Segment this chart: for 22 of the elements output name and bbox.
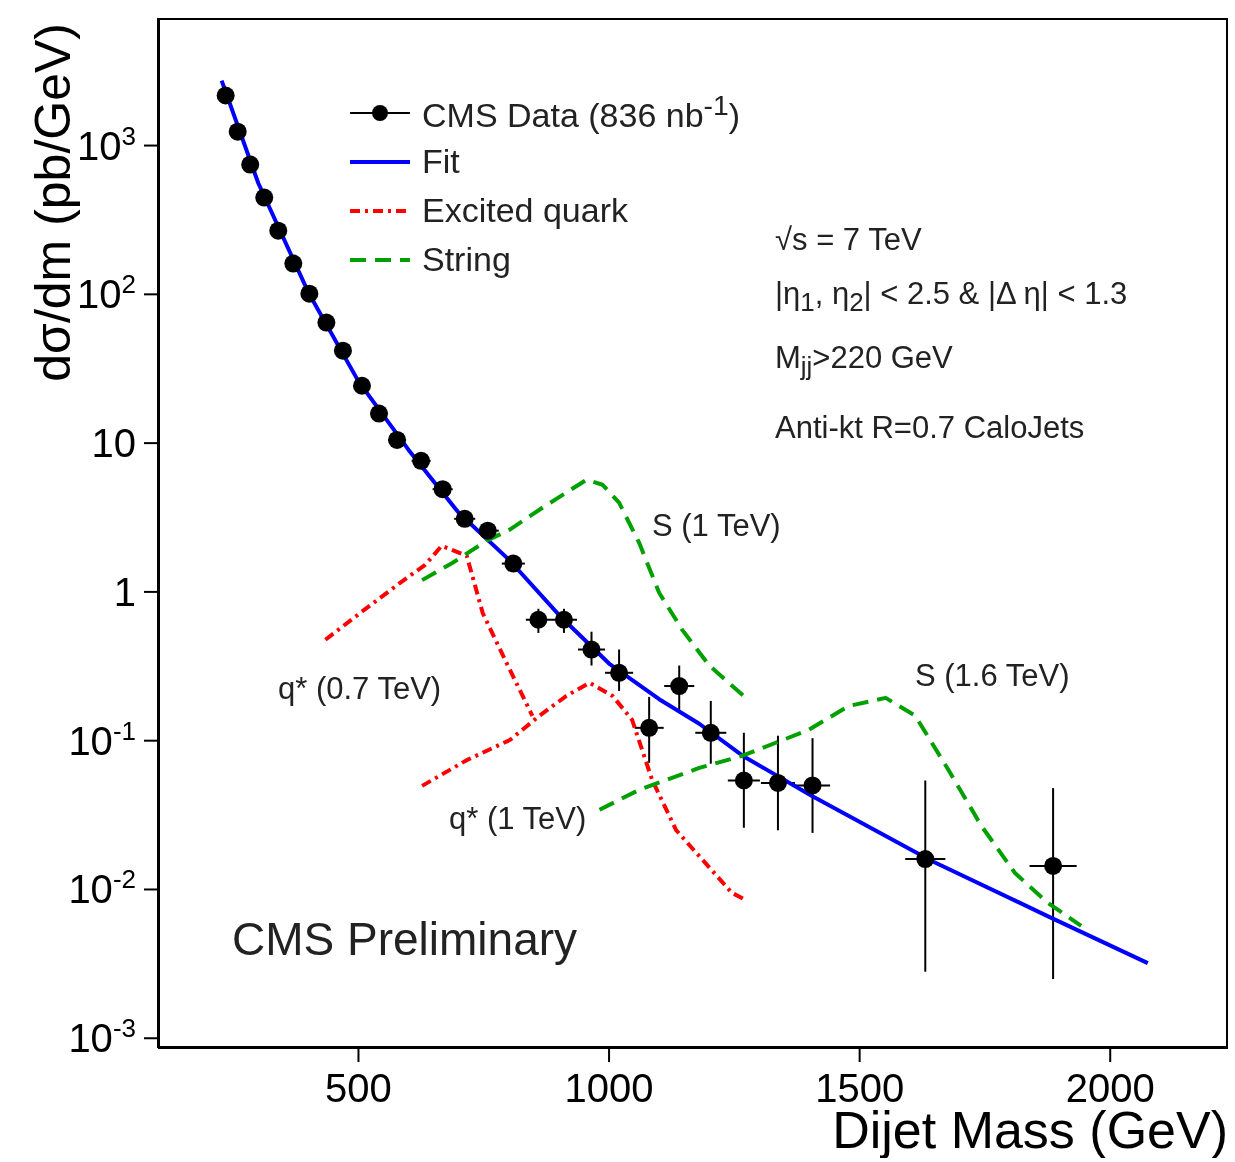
legend-label: String: [422, 240, 511, 279]
annotation: √s = 7 TeV: [775, 222, 922, 258]
annotation: q* (0.7 TeV): [278, 671, 442, 707]
y-tick-label: 10$^{-3}$: [68, 1013, 136, 1061]
annotation: Anti-kt R=0.7 CaloJets: [775, 410, 1085, 446]
annotation: q* (1 TeV): [449, 801, 587, 837]
y-tick-label: 10: [91, 421, 136, 466]
x-tick-label: 1000: [564, 1066, 654, 1110]
y-tick-label: 10$^{-2}$: [68, 864, 136, 912]
y-tick-label: 1: [113, 569, 136, 614]
y-tick-label: 10$^{-1}$: [68, 715, 136, 763]
x-tick-label: 500: [325, 1066, 392, 1110]
annotation: |η$_{1}$, η$_{2}$| < 2.5 & |Δ η| < 1.3: [775, 276, 1128, 318]
legend-label: Excited quark: [422, 191, 628, 230]
annotation: S (1.6 TeV): [915, 658, 1070, 694]
x-tick-label: 2000: [1065, 1066, 1155, 1110]
annotation: M$_{jj}$>220 GeV: [775, 340, 953, 382]
x-tick-label: 1500: [815, 1066, 905, 1110]
annotation: S (1 TeV): [652, 508, 781, 544]
annotation: CMS Preliminary: [232, 912, 578, 966]
legend-label: CMS Data (836 nb$^{-1}$): [422, 89, 741, 136]
legend-label: Fit: [422, 142, 460, 181]
